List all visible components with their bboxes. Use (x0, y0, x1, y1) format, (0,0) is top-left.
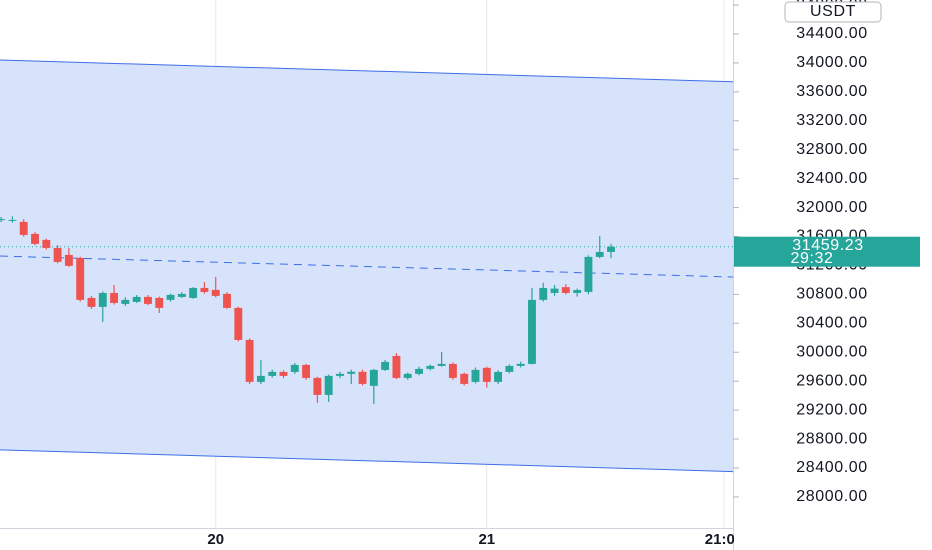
candle-body (200, 287, 209, 292)
channel-fill (0, 60, 733, 472)
candle-body (42, 239, 51, 248)
candle-body (471, 369, 480, 382)
candle-body (279, 371, 288, 376)
candle-body (31, 233, 39, 244)
candle-body (336, 373, 344, 376)
x-tick-label: 21 (478, 531, 495, 548)
candle-body (98, 292, 107, 307)
candle-body (584, 256, 593, 292)
y-tick-label: 28800.00 (796, 430, 868, 447)
candle-body (132, 296, 141, 302)
candle-body (324, 375, 333, 395)
candle-body (0, 219, 6, 221)
last-price-badge (734, 236, 920, 267)
countdown-label: 29:32 (790, 250, 833, 267)
candle-body (550, 288, 559, 293)
candle-body (155, 297, 164, 308)
candle-body (76, 257, 85, 300)
candle-body (144, 296, 152, 304)
trend-line (0, 255, 733, 278)
candle-body (528, 299, 536, 364)
candle-body (595, 251, 604, 257)
y-tick-label: 29200.00 (796, 401, 868, 418)
y-tick-label: 33200.00 (796, 112, 868, 129)
y-tick-label: 33600.00 (796, 83, 868, 100)
candle-body (448, 363, 457, 378)
candle-body (268, 371, 277, 376)
candle-body (437, 363, 446, 366)
candle-body (290, 364, 299, 372)
channel-line (0, 59, 733, 83)
candle-body (211, 289, 220, 296)
candle-body (302, 364, 311, 378)
y-tick-label: 30000.00 (796, 343, 868, 360)
candle-body (8, 219, 17, 221)
candle-body (64, 254, 73, 266)
candle-body (313, 377, 322, 395)
candle-body (426, 365, 435, 369)
x-tick-label: 20 (207, 531, 224, 548)
y-tick-label: 32400.00 (796, 170, 868, 187)
currency-badge (784, 1, 882, 23)
x-tick-label: 21:00 (705, 531, 743, 548)
channel-line (0, 449, 733, 473)
candle-body (19, 221, 28, 235)
candle-body (505, 365, 514, 372)
y-tick-label: 28000.00 (796, 488, 868, 505)
candle-body (539, 287, 548, 300)
candle-body (369, 369, 378, 386)
y-tick-label: 32000.00 (796, 199, 868, 216)
candle-body (245, 339, 254, 382)
candle-body (415, 368, 423, 374)
price-panel-corner (734, 529, 932, 550)
y-tick-label: 30400.00 (796, 315, 868, 332)
candle-body (381, 361, 390, 370)
candle-body (347, 371, 356, 374)
candle-body (392, 355, 401, 378)
candle-body (87, 297, 96, 307)
candle-body (166, 294, 175, 300)
candle-body (482, 367, 491, 382)
candle-body (516, 363, 525, 366)
candle-body (121, 299, 130, 304)
y-tick-label: 34000.00 (796, 54, 868, 71)
y-tick-label: 32800.00 (796, 141, 868, 158)
candle-body (460, 373, 469, 384)
candle-body (110, 292, 119, 303)
candle-body (53, 247, 62, 262)
candle-body (234, 307, 243, 340)
y-tick-label: 28400.00 (796, 459, 868, 476)
y-tick-label: 29600.00 (796, 372, 868, 389)
currency-label: USDT (810, 3, 856, 20)
candle-body (177, 293, 186, 297)
candle-body (358, 371, 367, 384)
y-tick-label: 34400.00 (796, 25, 868, 42)
candle-body (561, 287, 570, 293)
candle-body (494, 371, 503, 382)
candle-body (403, 373, 412, 378)
candle-body (256, 375, 265, 382)
candle-body (573, 290, 582, 293)
plot-area (0, 0, 733, 528)
y-tick-label: 30800.00 (796, 286, 868, 303)
candle-body (607, 246, 615, 252)
candle-body (223, 293, 231, 308)
last-price-label: 31459.23 (792, 237, 864, 254)
candle-body (189, 287, 198, 298)
